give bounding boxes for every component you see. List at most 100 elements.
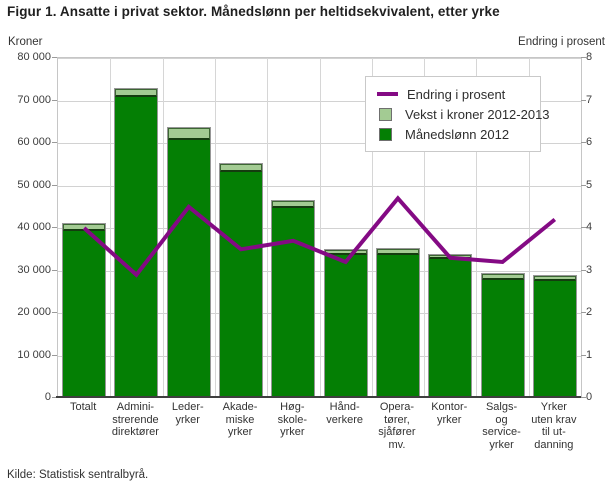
x-axis-label: Admini-strerende direktører bbox=[101, 401, 169, 439]
y-axis-tick-label-right: 3 bbox=[586, 263, 593, 276]
y-axis-tick-label-right: 8 bbox=[586, 51, 593, 63]
bar-growth-segment bbox=[63, 223, 106, 231]
figure-title: Figur 1. Ansatte i privat sektor. Måneds… bbox=[7, 4, 500, 19]
y-axis-tick-mark bbox=[52, 227, 57, 228]
y-axis-tick-label-left: 70 000 bbox=[17, 93, 51, 106]
x-axis-line bbox=[56, 396, 581, 398]
bar-h-ndverkere bbox=[323, 248, 368, 398]
x-axis-label: Akade-miske yrker bbox=[206, 401, 274, 439]
bar-growth-segment bbox=[167, 128, 210, 140]
legend-box-swatch bbox=[379, 127, 392, 141]
x-axis-label-line: Leder- bbox=[171, 401, 204, 413]
x-axis-label: Hånd-verkere bbox=[311, 401, 379, 426]
legend-label: Månedslønn 2012 bbox=[405, 126, 510, 142]
x-axis-label-line: yrker bbox=[175, 413, 200, 426]
legend-line-swatch bbox=[377, 92, 398, 96]
x-axis-label-line: strerende bbox=[112, 413, 159, 426]
left-axis-unit-label: Kroner bbox=[8, 36, 43, 48]
y-axis-tick-label-left: 10 000 bbox=[17, 348, 51, 361]
source-note: Kilde: Statistisk sentralbyrå. bbox=[7, 469, 149, 481]
bar-totalt bbox=[62, 222, 107, 398]
x-axis-label: Totalt bbox=[49, 401, 117, 414]
x-axis-label-line: Admini- bbox=[116, 401, 155, 413]
bar-base-segment bbox=[481, 280, 524, 398]
right-axis-unit-label: Endring i prosent bbox=[518, 36, 605, 48]
x-axis-label-line: miske bbox=[225, 413, 255, 426]
y-axis-tick-label-right: 0 bbox=[586, 391, 593, 403]
x-axis-label-line: til ut- bbox=[541, 426, 566, 438]
x-axis-label-line: danning bbox=[534, 438, 574, 451]
y-axis-tick-mark bbox=[581, 99, 586, 101]
y-axis-tick-label-left: 60 000 bbox=[17, 136, 51, 148]
legend-item: Månedslønn 2012 bbox=[377, 124, 531, 144]
y-axis-tick-mark bbox=[581, 312, 586, 313]
x-axis-label-line: Salgs- bbox=[485, 401, 518, 413]
bar-kontoryrker bbox=[428, 253, 473, 398]
bar-base-segment bbox=[533, 281, 576, 398]
gridline-vertical bbox=[319, 58, 321, 398]
x-axis-label: Yrker uten krav til ut-danning bbox=[520, 401, 588, 451]
x-axis-label-line: skole- bbox=[277, 413, 307, 426]
legend-item: Vekst i kroner 2012-2013 bbox=[377, 104, 550, 124]
y-axis-tick-mark bbox=[52, 99, 57, 101]
y-axis-tick-mark bbox=[52, 142, 57, 143]
y-axis-tick-mark bbox=[581, 184, 586, 186]
y-axis-tick-label-left: 20 000 bbox=[17, 306, 51, 318]
y-axis-tick-label-right: 2 bbox=[586, 306, 593, 318]
x-axis-label-line: verkere bbox=[326, 413, 363, 426]
bar-salgs-og-serviceyrker bbox=[480, 273, 525, 398]
x-axis-label-line: Akade- bbox=[222, 401, 258, 413]
bar-base-segment bbox=[272, 207, 315, 398]
y-axis-tick-mark bbox=[581, 142, 586, 143]
bar-growth-segment bbox=[220, 164, 263, 173]
x-axis-label-line: mv. bbox=[388, 438, 406, 451]
y-axis-tick-mark bbox=[52, 184, 57, 186]
x-axis-label-line: yrker bbox=[280, 426, 305, 438]
y-axis-tick-mark bbox=[52, 397, 57, 398]
y-axis-tick-mark bbox=[581, 57, 586, 58]
bar-base-segment bbox=[167, 139, 210, 398]
bar-base-segment bbox=[324, 254, 367, 398]
y-axis-tick-mark bbox=[581, 354, 586, 356]
y-axis-tick-label-right: 6 bbox=[586, 136, 593, 148]
y-axis-tick-label-right: 7 bbox=[586, 93, 593, 106]
x-axis-label-line: yrker bbox=[437, 413, 462, 426]
plot-area: Endring i prosent Vekst i kroner 2012-201… bbox=[57, 57, 582, 398]
gridline-vertical bbox=[214, 58, 216, 398]
x-axis-label: Salgs-og service-yrker bbox=[467, 401, 535, 451]
y-axis-tick-label-left: 80 000 bbox=[17, 51, 51, 63]
bar-lederyrker bbox=[166, 127, 211, 398]
bar-administrerende-direkt-rer bbox=[114, 87, 159, 398]
legend-label: Endring i prosent bbox=[407, 86, 506, 102]
x-axis-label-line: Yrker bbox=[540, 401, 567, 413]
x-axis-label-line: Kontor- bbox=[431, 401, 468, 413]
y-axis-tick-mark bbox=[52, 57, 57, 58]
bar-base-segment bbox=[376, 254, 419, 398]
bar-akademiske-yrker bbox=[219, 163, 264, 398]
bar-operat-rer-sj-f-rer-mv- bbox=[375, 247, 420, 398]
y-axis-tick-label-right: 1 bbox=[586, 348, 593, 361]
y-axis-tick-mark bbox=[52, 269, 57, 271]
gridline-vertical bbox=[110, 58, 112, 398]
y-axis-tick-mark bbox=[52, 312, 57, 313]
gridline-vertical bbox=[267, 58, 269, 398]
x-axis-label-line: Hånd- bbox=[329, 401, 360, 413]
y-axis-tick-label-right: 4 bbox=[586, 221, 593, 233]
x-axis-label-line: yrker bbox=[489, 438, 514, 451]
legend-label: Vekst i kroner 2012-2013 bbox=[405, 106, 550, 122]
x-axis-label-line: direktører bbox=[111, 426, 159, 438]
x-axis-label-line: sjåfører bbox=[378, 426, 416, 438]
x-axis-label: Opera-tører, sjåfører mv. bbox=[363, 401, 431, 451]
x-axis-label: Høg-skole-yrker bbox=[258, 401, 326, 439]
y-axis-tick-label-left: 40 000 bbox=[17, 221, 51, 233]
y-axis-tick-mark bbox=[581, 269, 586, 271]
x-axis-label-line: service- bbox=[482, 426, 521, 438]
bar-yrker-uten-krav-til-utdanning bbox=[532, 275, 577, 398]
x-axis-label-line: uten krav bbox=[531, 413, 577, 426]
y-axis-tick-label-left: 30 000 bbox=[17, 263, 51, 276]
x-axis-label-line: og bbox=[495, 413, 508, 426]
gridline-vertical bbox=[162, 58, 164, 398]
bar-growth-segment bbox=[115, 88, 158, 98]
x-axis-label-line: Opera- bbox=[379, 401, 415, 413]
